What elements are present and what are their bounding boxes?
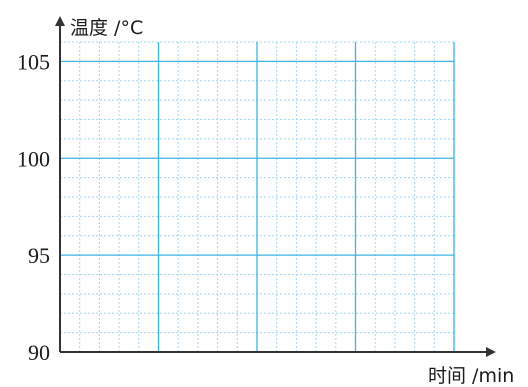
- y-tick-label: 90: [28, 340, 50, 365]
- y-axis-title: 温度 /°C: [70, 17, 143, 39]
- major-grid: [60, 42, 455, 352]
- y-tick-label: 95: [28, 243, 50, 268]
- y-tick-labels: 90 95 100 105: [17, 49, 50, 365]
- y-tick-label: 105: [17, 49, 50, 74]
- x-axis-title: 时间 /min: [428, 365, 514, 387]
- y-tick-label: 100: [17, 146, 50, 171]
